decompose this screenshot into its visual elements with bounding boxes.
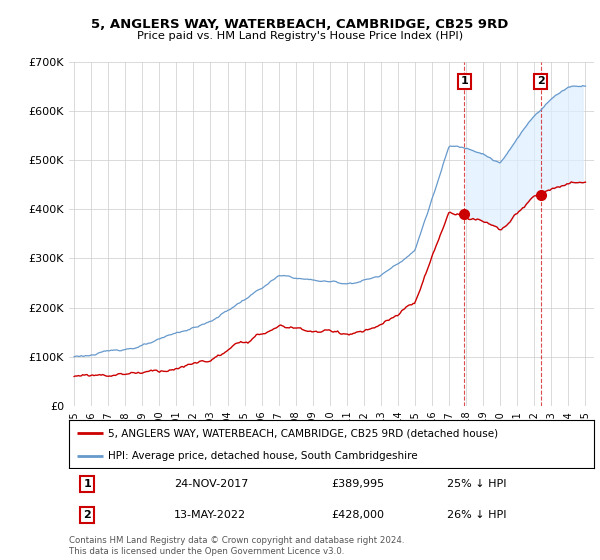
Text: 2: 2 [537,76,545,86]
Text: £428,000: £428,000 [331,510,385,520]
Text: Price paid vs. HM Land Registry's House Price Index (HPI): Price paid vs. HM Land Registry's House … [137,31,463,41]
Text: HPI: Average price, detached house, South Cambridgeshire: HPI: Average price, detached house, Sout… [109,451,418,461]
Text: 24-NOV-2017: 24-NOV-2017 [174,479,248,489]
Text: 13-MAY-2022: 13-MAY-2022 [174,510,246,520]
Text: 26% ↓ HPI: 26% ↓ HPI [447,510,506,520]
Text: Contains HM Land Registry data © Crown copyright and database right 2024.
This d: Contains HM Land Registry data © Crown c… [69,536,404,556]
Text: £389,995: £389,995 [331,479,385,489]
Text: 1: 1 [461,76,469,86]
Text: 25% ↓ HPI: 25% ↓ HPI [447,479,506,489]
Text: 1: 1 [83,479,91,489]
Text: 5, ANGLERS WAY, WATERBEACH, CAMBRIDGE, CB25 9RD (detached house): 5, ANGLERS WAY, WATERBEACH, CAMBRIDGE, C… [109,428,499,438]
Text: 5, ANGLERS WAY, WATERBEACH, CAMBRIDGE, CB25 9RD: 5, ANGLERS WAY, WATERBEACH, CAMBRIDGE, C… [91,18,509,31]
Text: 2: 2 [83,510,91,520]
